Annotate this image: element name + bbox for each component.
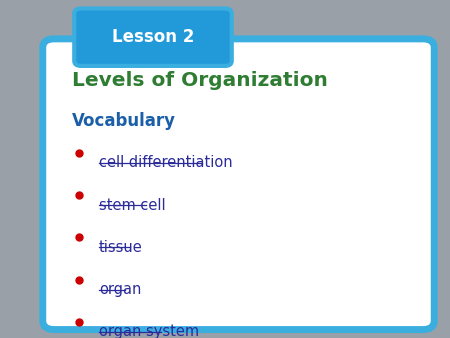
Text: tissue: tissue (99, 240, 143, 255)
Text: organ system: organ system (99, 324, 199, 338)
Text: Lesson 2: Lesson 2 (112, 28, 194, 46)
Text: Vocabulary: Vocabulary (72, 112, 176, 129)
Text: stem cell: stem cell (99, 198, 166, 213)
Text: Levels of Organization: Levels of Organization (72, 71, 328, 90)
FancyBboxPatch shape (74, 8, 232, 66)
Text: organ: organ (99, 282, 141, 297)
Text: cell differentiation: cell differentiation (99, 155, 233, 170)
FancyBboxPatch shape (43, 39, 434, 330)
